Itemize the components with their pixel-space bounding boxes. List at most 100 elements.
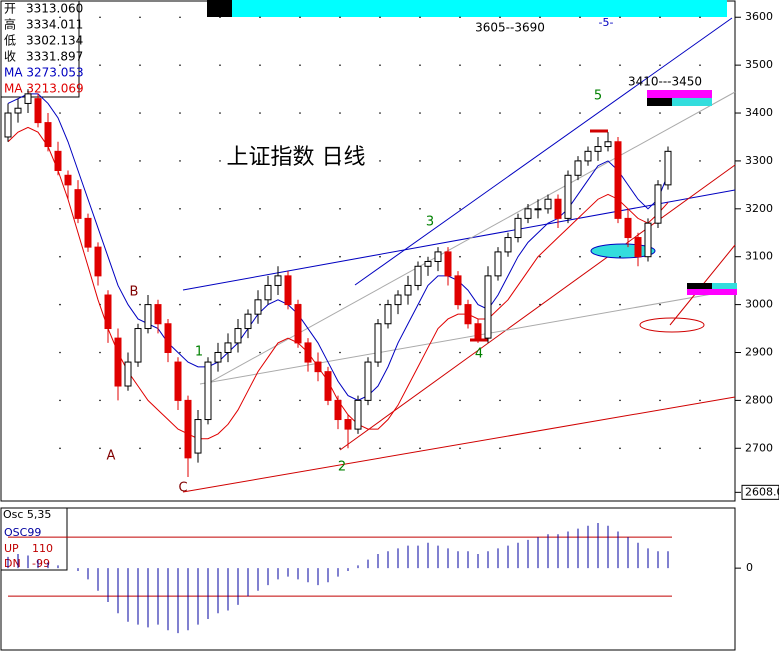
candle-body: [84, 217, 92, 248]
grid-dot: [579, 64, 581, 66]
grid-dot: [579, 255, 581, 258]
grid-dot: [459, 208, 461, 210]
grid-dot: [259, 112, 261, 114]
legend-entry: MA 3213.069: [4, 82, 84, 96]
legend-entry: OSC99: [4, 526, 41, 539]
grid-dot: [619, 64, 621, 66]
zone-box: [647, 90, 712, 98]
grid-dot: [539, 399, 541, 402]
candle-body: [504, 237, 512, 253]
candle-body: [584, 150, 592, 162]
info-label: 收: [4, 50, 16, 64]
candle-body: [264, 284, 272, 301]
grid-dot: [419, 303, 421, 306]
grid-dot: [619, 399, 621, 402]
candle-body: [64, 174, 72, 186]
annotation: 5: [594, 89, 602, 104]
grid-dot: [299, 64, 301, 66]
grid-dot: [659, 64, 661, 66]
candle-body: [664, 150, 672, 186]
highlight: [639, 317, 705, 333]
y-tick-label: 3600: [745, 10, 773, 23]
grid-dot: [459, 112, 461, 114]
candle-body: [224, 342, 232, 353]
candle-body: [154, 304, 162, 325]
annotation: C: [178, 481, 187, 496]
candle-body: [124, 361, 132, 387]
grid-dot: [59, 351, 61, 354]
grid-dot: [139, 160, 141, 162]
grid-dot: [299, 255, 301, 258]
grid-dot: [579, 208, 581, 210]
candle-body: [564, 174, 572, 219]
level-label: UP: [4, 542, 19, 555]
grid-dot: [99, 16, 101, 19]
grid-dot: [459, 255, 461, 258]
grid-dot: [699, 16, 701, 19]
candle-body: [114, 337, 122, 387]
grid-dot: [579, 351, 581, 354]
grid-dot: [219, 208, 221, 210]
candle-body: [14, 107, 22, 114]
info-label: 开: [4, 2, 16, 16]
grid-dot: [539, 64, 541, 66]
grid-dot: [259, 160, 261, 162]
grid-dot: [299, 399, 301, 402]
candle-body: [284, 275, 292, 306]
grid-dot: [619, 303, 621, 306]
grid-dot: [539, 447, 541, 450]
annotation: 1: [195, 345, 203, 360]
grid-dot: [659, 255, 661, 258]
candle-body: [544, 198, 552, 210]
grid-dot: [259, 447, 261, 450]
candle-body: [614, 141, 622, 219]
info-value: 3334.011: [26, 18, 83, 32]
candle-body: [254, 299, 262, 315]
candle-body: [354, 399, 362, 430]
candle-body: [134, 328, 142, 363]
grid-dot: [619, 16, 621, 19]
y-tick-label: 2700: [745, 441, 773, 454]
grid-dot: [419, 16, 421, 19]
grid-dot: [499, 64, 501, 66]
grid-dot: [99, 160, 101, 162]
info-frame: [0, 0, 80, 98]
grid-dot: [699, 351, 701, 354]
candle-body: [364, 361, 372, 401]
info-box: 开 3313.060 高 3334.011 低 3302.134 收 3331.897 MA 3…: [0, 0, 84, 98]
candle-body: [344, 419, 352, 430]
y-tick-label: 3000: [745, 298, 773, 311]
grid-dot: [419, 64, 421, 66]
osc-frame: [0, 507, 736, 651]
candle-body: [494, 251, 502, 277]
grid-dot: [179, 64, 181, 66]
level-value: -99: [32, 557, 50, 570]
grid-dot: [339, 351, 341, 354]
trend-line: [199, 289, 736, 385]
annotation: A: [107, 449, 116, 464]
candle-body: [414, 265, 422, 286]
grid-dot: [699, 399, 701, 402]
grid-dot: [99, 112, 101, 114]
annotation: 4: [475, 347, 483, 362]
grid-dot: [659, 351, 661, 354]
candle-body: [334, 399, 342, 421]
candle-body: [314, 361, 322, 373]
candle-body: [464, 304, 472, 325]
grid-dot: [499, 112, 501, 114]
grid-dot: [699, 64, 701, 66]
candle-body: [164, 323, 172, 353]
grid-dot: [99, 399, 101, 402]
zone-box: [712, 283, 737, 289]
y-tick-label: 3300: [745, 154, 773, 167]
grid-dot: [659, 399, 661, 402]
grid-dot: [539, 255, 541, 258]
y-tick-box: [741, 484, 779, 500]
grid-dot: [299, 112, 301, 114]
annotation: 3605--3690: [475, 21, 545, 35]
grid-dot: [339, 208, 341, 210]
info-value: 3331.897: [26, 50, 83, 64]
grid-dot: [139, 255, 141, 258]
grid-dot: [259, 208, 261, 210]
candle-body: [444, 251, 452, 277]
